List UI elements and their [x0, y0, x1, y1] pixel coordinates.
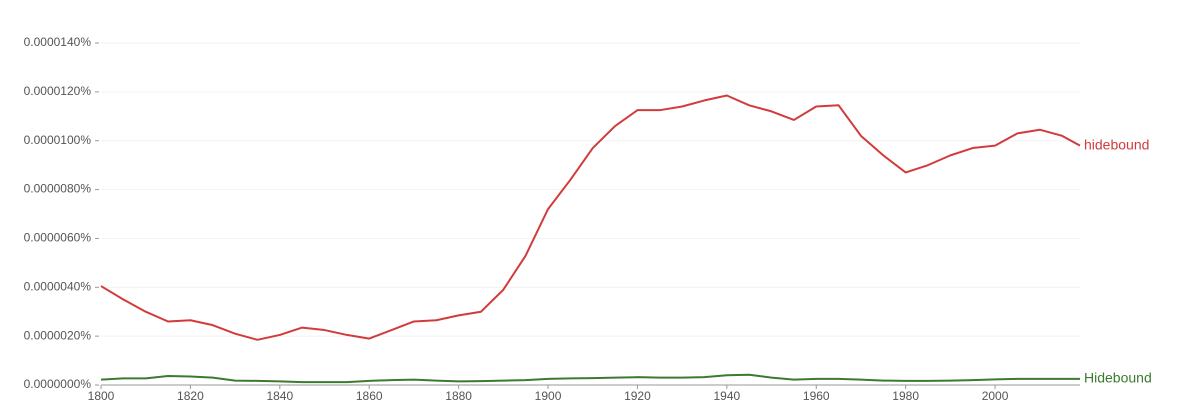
x-tick-label: 1920	[624, 389, 651, 403]
y-tick-label: 0.0000120%	[24, 84, 92, 98]
x-tick-label: 1820	[177, 389, 204, 403]
y-tick-label: 0.0000060%	[24, 231, 92, 245]
x-tick-label: 1900	[535, 389, 562, 403]
series-label: Hidebound	[1084, 370, 1152, 386]
y-tick-label: 0.0000080%	[24, 182, 92, 196]
x-tick-label: 1800	[88, 389, 115, 403]
x-tick-label: 1940	[713, 389, 740, 403]
x-tick-label: 1980	[892, 389, 919, 403]
x-tick-label: 1860	[356, 389, 383, 403]
y-tick-label: 0.0000020%	[24, 328, 92, 342]
x-tick-label: 1960	[803, 389, 830, 403]
series-line	[100, 94, 1081, 341]
y-tick-label: 0.0000000%	[24, 377, 92, 391]
y-tick-label: 0.0000040%	[24, 279, 92, 293]
y-tick-label: 0.0000100%	[24, 133, 92, 147]
x-tick-label: 1840	[266, 389, 293, 403]
series-line	[100, 373, 1080, 384]
x-tick-label: 2000	[982, 389, 1009, 403]
y-tick-label: 0.0000140%	[24, 35, 92, 49]
x-tick-label: 1880	[445, 389, 472, 403]
series-label: hidebound	[1084, 136, 1149, 152]
